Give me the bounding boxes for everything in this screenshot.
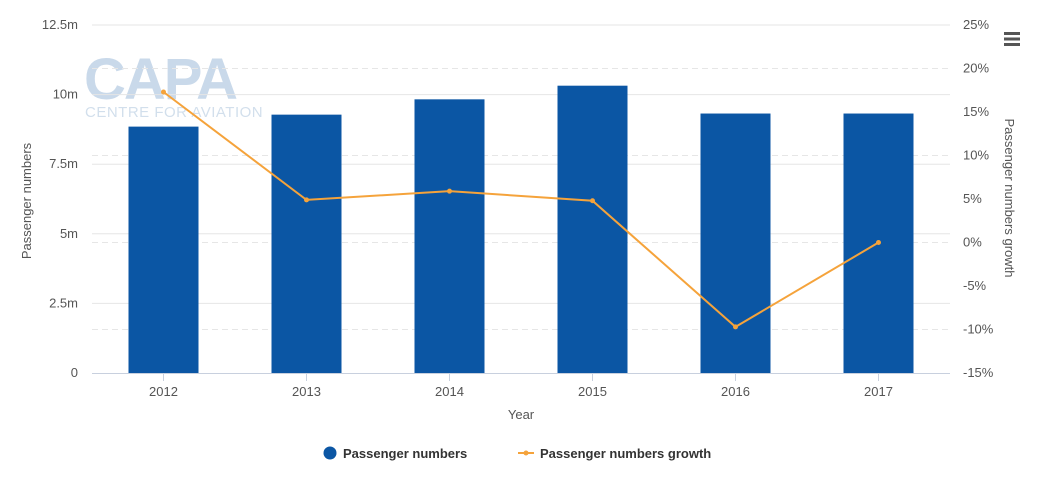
growth-point-2012 bbox=[161, 89, 166, 95]
y2-tick-label: 0% bbox=[963, 235, 982, 250]
growth-point-2014 bbox=[447, 188, 452, 194]
legend-item-passenger-numbers-growth: Passenger numbers growth bbox=[518, 446, 711, 461]
bar-2016 bbox=[700, 113, 771, 374]
y-axis-title: Passenger numbers bbox=[19, 142, 34, 259]
legend: Passenger numbers Passenger numbers growt… bbox=[323, 446, 711, 461]
legend-label: Passenger numbers growth bbox=[540, 446, 711, 461]
growth-point-2016 bbox=[733, 324, 738, 330]
y-tick-label: 7.5m bbox=[49, 156, 78, 171]
x-tick-label: 2017 bbox=[864, 384, 893, 399]
legend-label: Passenger numbers bbox=[343, 446, 467, 461]
growth-point-2017 bbox=[876, 240, 881, 245]
capa-logo: CAPA CENTRE FOR AVIATION bbox=[84, 47, 263, 121]
y-tick-label: 0 bbox=[71, 365, 78, 380]
y-tick-label: 5m bbox=[60, 226, 78, 241]
y2-tick-label: -10% bbox=[963, 322, 994, 337]
legend-item-passenger-numbers: Passenger numbers bbox=[323, 446, 467, 461]
y2-tick-label: 25% bbox=[963, 17, 989, 32]
legend-marker-bar bbox=[323, 446, 337, 460]
legend-marker-point bbox=[523, 450, 529, 456]
x-tick-label: 2014 bbox=[435, 384, 464, 399]
bar-series bbox=[128, 85, 914, 374]
y-tick-label: 2.5m bbox=[49, 295, 78, 310]
line-series bbox=[161, 89, 881, 330]
growth-line bbox=[162, 91, 880, 329]
y2-tick-label: 5% bbox=[963, 191, 982, 206]
x-tick-label: 2016 bbox=[721, 384, 750, 399]
x-tick-label: 2012 bbox=[149, 384, 178, 399]
hamburger-menu-icon bbox=[1004, 32, 1020, 46]
x-tick-label: 2013 bbox=[292, 384, 321, 399]
chart-menu-button[interactable] bbox=[998, 26, 1024, 50]
y2-tick-label: -15% bbox=[963, 365, 994, 380]
grid bbox=[92, 24, 950, 330]
y2-tick-label: 20% bbox=[963, 61, 989, 76]
bar-2015 bbox=[557, 85, 628, 374]
x-axis-title: Year bbox=[508, 407, 535, 422]
bar-2013 bbox=[271, 114, 342, 373]
x-tick-label: 2015 bbox=[578, 384, 607, 399]
growth-point-2015 bbox=[590, 198, 595, 204]
bar-2014 bbox=[414, 99, 485, 374]
logo-text: CAPA bbox=[84, 47, 237, 112]
y-tick-label: 10m bbox=[53, 87, 78, 102]
logo-subtext: CENTRE FOR AVIATION bbox=[85, 104, 263, 121]
y2-tick-label: 10% bbox=[963, 148, 989, 163]
axes: 0 2.5m 5m 7.5m 10m 12.5m -15% -10% -5% 0% 5% 10% 15%… bbox=[42, 17, 994, 399]
y2-tick-label: 15% bbox=[963, 104, 989, 119]
y2-axis-title: Passenger numbers growth bbox=[1002, 119, 1017, 278]
y-tick-label: 12.5m bbox=[42, 17, 78, 32]
bar-2012 bbox=[128, 126, 199, 373]
growth-point-2013 bbox=[304, 197, 309, 203]
y2-tick-label: -5% bbox=[963, 278, 987, 293]
